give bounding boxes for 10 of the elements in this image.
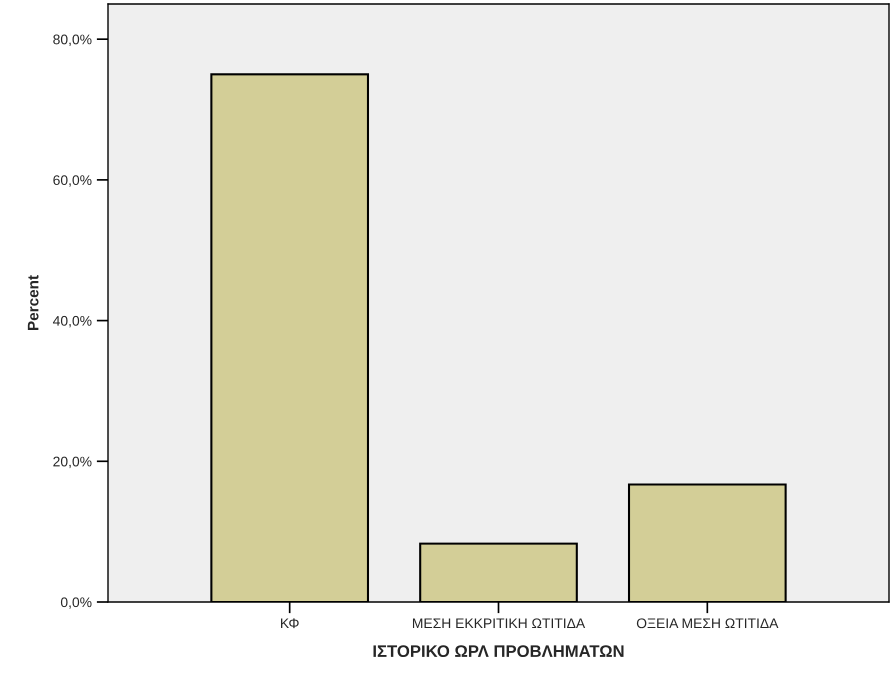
x-axis-title: ΙΣΤΟΡΙΚΟ ΩΡΛ ΠΡΟΒΛΗΜΑΤΩΝ — [374, 645, 624, 658]
y-tick-label: 80,0% — [53, 34, 92, 46]
x-tick-label: ΚΦ — [281, 618, 299, 628]
y-axis-title: Percent — [28, 275, 39, 330]
x-tick-label: ΟΞΕΙΑ ΜΕΣΗ ΩΤΙΤΙΔΑ — [636, 618, 778, 628]
y-tick-label: 40,0% — [52, 316, 92, 328]
x-tick-label: ΜΕΣΗ ΕΚΚΡΙΤΙΚΗ ΩΤΙΤΙΔΑ — [412, 618, 586, 628]
y-tick-label: 0,0% — [60, 597, 92, 609]
y-tick-label: 20,0% — [53, 456, 92, 468]
y-tick-label: 60,0% — [53, 175, 92, 187]
